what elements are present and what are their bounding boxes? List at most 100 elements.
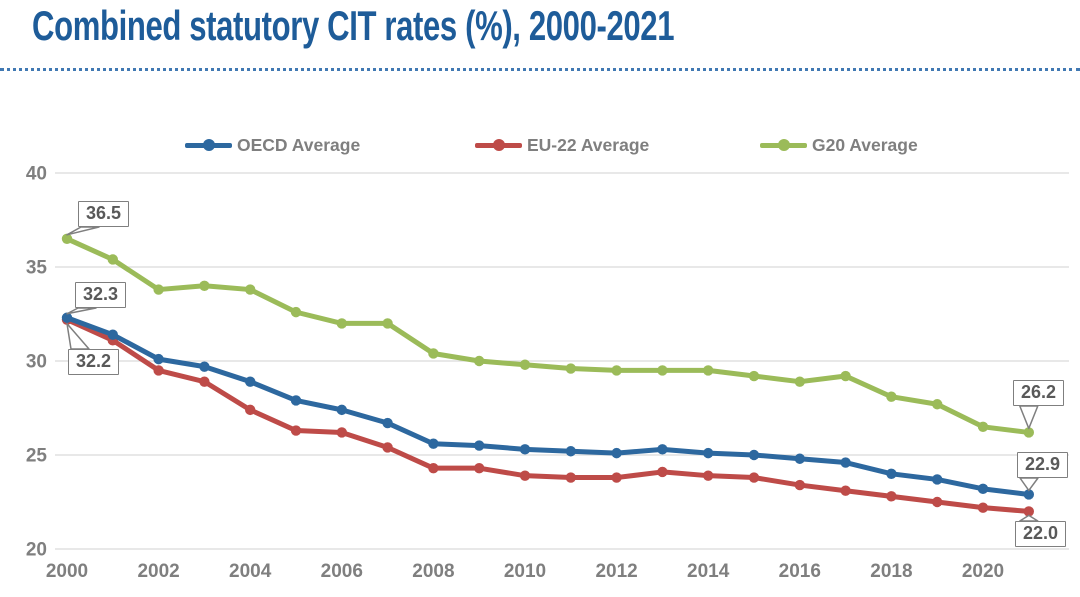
- callout-pointer: [1019, 405, 1039, 430]
- data-point-g20-average: [748, 370, 760, 382]
- data-point-oecd-average: [565, 446, 576, 457]
- data-point-oecd-average: [748, 449, 760, 461]
- data-point-g20-average: [428, 348, 439, 359]
- data-point-g20-average: [382, 318, 393, 329]
- data-point-eu-22-average: [611, 472, 622, 483]
- data-point-g20-average: [886, 391, 897, 402]
- x-axis-tick-label: 2020: [962, 561, 1004, 582]
- data-point-g20-average: [932, 399, 943, 410]
- data-point-oecd-average: [245, 376, 256, 387]
- legend-item-g20: G20 Average: [760, 133, 918, 157]
- data-point-eu-22-average: [1023, 506, 1034, 517]
- data-point-g20-average: [657, 365, 668, 376]
- data-point-oecd-average: [657, 444, 668, 455]
- callout-pointer: [1019, 477, 1039, 492]
- data-point-g20-average: [840, 370, 851, 382]
- dotted-separator: [0, 68, 1080, 71]
- legend-label-oecd: OECD Average: [237, 134, 361, 155]
- data-point-oecd-average: [840, 457, 851, 468]
- data-label-g20-2021: 26.2: [1013, 380, 1065, 406]
- data-point-oecd-average: [794, 453, 805, 464]
- x-axis-tick-label: 2004: [229, 561, 272, 582]
- data-label-oecd-2000: 32.3: [75, 282, 127, 308]
- x-axis-tick-label: 2018: [870, 561, 912, 582]
- y-axis-tick-label: 20: [26, 540, 47, 561]
- data-point-eu-22-average: [153, 365, 164, 376]
- legend-label-g20: G20 Average: [812, 134, 918, 155]
- data-point-eu-22-average: [565, 472, 576, 483]
- data-point-oecd-average: [886, 468, 897, 479]
- data-point-g20-average: [153, 284, 164, 295]
- data-point-oecd-average: [428, 438, 439, 449]
- data-point-oecd-average: [611, 447, 622, 459]
- data-point-eu-22-average: [886, 491, 897, 502]
- g20-line-marker-icon: [760, 133, 807, 157]
- data-point-g20-average: [474, 355, 485, 367]
- x-axis-tick-label: 2008: [412, 561, 454, 582]
- data-point-g20-average: [1023, 427, 1034, 438]
- x-axis-tick-label: 2010: [504, 561, 546, 582]
- data-label-oecd-2021: 22.9: [1017, 452, 1069, 478]
- data-point-eu-22-average: [199, 376, 210, 387]
- data-point-g20-average: [199, 280, 210, 291]
- legend-label-eu22: EU-22 Average: [527, 134, 650, 155]
- series-line-oecd-average: [64, 315, 1032, 497]
- x-axis-tick-label: 2002: [137, 561, 179, 582]
- callout-pointer: [66, 226, 100, 236]
- data-point-eu-22-average: [428, 462, 439, 474]
- data-point-g20-average: [290, 306, 302, 318]
- data-point-oecd-average: [932, 474, 943, 485]
- y-axis-tick-label: 35: [26, 258, 48, 279]
- data-point-oecd-average: [703, 447, 714, 459]
- data-label-eu22-2000: 32.2: [68, 349, 120, 375]
- data-point-oecd-average: [977, 483, 989, 495]
- legend-item-oecd: OECD Average: [185, 133, 360, 157]
- data-point-oecd-average: [1023, 489, 1034, 500]
- data-point-g20-average: [611, 365, 622, 376]
- data-point-eu-22-average: [977, 502, 989, 513]
- x-axis-tick-label: 2014: [687, 561, 730, 582]
- data-label-g20-2000: 36.5: [78, 201, 130, 227]
- x-axis-tick-label: 2000: [46, 561, 88, 582]
- data-point-g20-average: [565, 363, 576, 374]
- y-axis-tick-label: 30: [26, 352, 47, 373]
- data-point-oecd-average: [153, 353, 164, 365]
- data-point-eu-22-average: [840, 485, 851, 496]
- page-title: Combined statutory CIT rates (%), 2000-2…: [32, 2, 675, 49]
- data-point-eu-22-average: [703, 470, 714, 481]
- data-point-oecd-average: [61, 312, 73, 323]
- data-point-eu-22-average: [245, 404, 256, 416]
- legend-item-eu22: EU-22 Average: [475, 133, 649, 157]
- x-axis-tick-label: 2006: [321, 561, 363, 582]
- data-point-eu-22-average: [336, 427, 347, 438]
- data-point-oecd-average: [199, 361, 210, 372]
- oecd-line-marker-icon: [185, 133, 232, 157]
- data-point-g20-average: [107, 254, 119, 265]
- data-point-eu-22-average: [748, 472, 760, 483]
- callout-pointer: [66, 307, 97, 315]
- y-axis-tick-label: 25: [26, 446, 48, 467]
- series-line-g20-average: [64, 236, 1032, 435]
- data-point-oecd-average: [519, 444, 531, 455]
- data-point-oecd-average: [382, 417, 393, 429]
- data-point-eu-22-average: [519, 470, 531, 481]
- data-point-g20-average: [977, 421, 989, 432]
- data-point-g20-average: [794, 376, 805, 387]
- data-point-g20-average: [703, 365, 714, 376]
- data-point-g20-average: [61, 233, 73, 244]
- x-axis-tick-label: 2016: [779, 561, 821, 582]
- eu22-line-marker-icon: [475, 133, 522, 157]
- data-point-g20-average: [336, 318, 347, 329]
- data-point-oecd-average: [290, 395, 302, 406]
- data-point-oecd-average: [107, 329, 119, 340]
- data-point-eu-22-average: [932, 496, 943, 508]
- data-point-eu-22-average: [794, 479, 805, 491]
- data-label-eu22-2021: 22.0: [1015, 521, 1067, 547]
- data-point-g20-average: [519, 359, 531, 370]
- series-line-eu-22-average: [64, 317, 1032, 514]
- data-point-eu-22-average: [657, 466, 668, 478]
- data-point-eu-22-average: [474, 462, 485, 474]
- data-point-oecd-average: [336, 404, 347, 416]
